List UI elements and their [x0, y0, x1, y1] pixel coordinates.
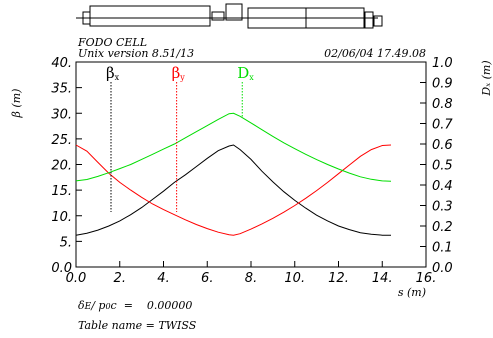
x-tick-label: 16.: [416, 271, 437, 286]
y-right-tick-label: 0.1: [432, 241, 453, 256]
x-tick-label: 14.: [372, 271, 393, 286]
marker-label-0: βx: [106, 64, 120, 82]
y-right-tick-label: 0.8: [432, 97, 453, 112]
y-right-tick-label: 0.4: [432, 179, 453, 194]
y-left-tick-label: 25.: [51, 133, 72, 148]
x-tick-label: 4.: [157, 271, 169, 286]
y-left-tick-label: 40.: [51, 56, 72, 71]
y-right-tick-label: 0.3: [432, 200, 453, 215]
lattice-marker-end: [364, 11, 374, 29]
x-tick-label: 12.: [328, 271, 349, 286]
series-line-1: [75, 144, 392, 236]
y-axis-left-ticks: 0.0 5. 10. 15. 20. 25. 30. 35. 40.: [51, 56, 82, 276]
x-tick-label: 10.: [284, 271, 305, 286]
table-name-label: Table name = TWISS: [78, 319, 197, 332]
y-right-tick-label: 0.9: [432, 77, 453, 92]
y-right-tick-label: 0.0: [432, 261, 453, 276]
y-left-tick-label: 20.: [51, 159, 72, 174]
timestamp-label: 02/06/04 17.49.08: [324, 47, 426, 60]
y-left-tick-label: 0.0: [51, 261, 72, 276]
y-left-tick-label: 30.: [51, 107, 72, 122]
x-tick-label: 2.: [114, 271, 126, 286]
y-right-tick-label: 0.5: [432, 159, 453, 174]
y-left-tick-label: 15.: [51, 184, 72, 199]
x-axis-ticks: 0.0 2. 4. 6. 8. 10. 12. 14. 16.: [66, 261, 437, 286]
y-left-tick-label: 35.: [51, 82, 72, 97]
lattice-schematic: [76, 3, 383, 29]
dp-label: δE/ p0c = 0.00000: [78, 299, 193, 312]
series-lines: [75, 112, 392, 236]
y-right-tick-label: 0.2: [432, 220, 453, 235]
lattice-quadrupole-1: [89, 5, 211, 27]
x-tick-label: 8.: [245, 271, 257, 286]
y-right-tick-label: 1.0: [432, 56, 453, 71]
chart-title: FODO CELL: [77, 36, 147, 49]
series-line-0: [75, 144, 391, 236]
y-axis-right-ticks: 0.0 0.1 0.2 0.3 0.4 0.5 0.6 0.7 0.8 0.9 1.0: [420, 56, 453, 276]
marker-label-2: Dx: [237, 64, 254, 82]
lattice-element-2: [211, 11, 225, 21]
y-axis-right-label: Dₓ (m): [480, 60, 493, 96]
y-right-tick-label: 0.7: [432, 118, 453, 133]
series-line-2: [75, 112, 392, 182]
x-axis-label: s (m): [398, 286, 426, 299]
y-right-tick-label: 0.6: [432, 138, 453, 153]
y-axis-left-label: β (m): [10, 89, 23, 119]
plot-frame: [75, 61, 427, 268]
y-left-tick-label: 10.: [51, 210, 72, 225]
lattice-element-3: [225, 3, 243, 21]
x-tick-label: 0.0: [66, 271, 87, 286]
marker-label-1: βy: [172, 64, 186, 82]
version-label: Unix version 8.51/13: [78, 47, 194, 60]
x-tick-label: 6.: [201, 271, 213, 286]
marker-lines: βx βy Dx: [106, 64, 254, 212]
y-left-tick-label: 5.: [60, 235, 72, 250]
lattice-element-last: [373, 15, 383, 27]
